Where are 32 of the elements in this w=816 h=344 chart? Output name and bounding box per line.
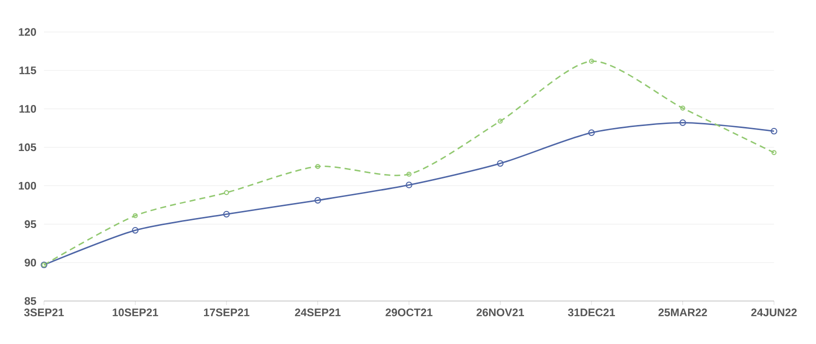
point bbox=[589, 58, 594, 64]
point bbox=[224, 190, 229, 196]
x-tick-label: 3SEP21 bbox=[24, 308, 64, 316]
x-tick-label: 24SEP21 bbox=[294, 308, 341, 316]
point bbox=[496, 160, 504, 167]
point bbox=[772, 150, 776, 156]
point bbox=[223, 210, 230, 218]
x-tick-label: 26NOV21 bbox=[476, 308, 524, 316]
x-tick-label: 31DEC21 bbox=[568, 308, 615, 316]
point bbox=[406, 182, 412, 188]
y-tick-label: 90 bbox=[24, 258, 36, 266]
x-tick-label: 10SEP21 bbox=[112, 308, 158, 316]
y-tick-label: 95 bbox=[24, 220, 36, 228]
point bbox=[498, 118, 503, 124]
y-tick-label: 110 bbox=[19, 104, 36, 113]
x-tick-label: 25MAR22 bbox=[658, 308, 707, 316]
point bbox=[314, 197, 322, 204]
point bbox=[679, 119, 686, 126]
point bbox=[588, 129, 595, 136]
y-tick-label: 100 bbox=[18, 182, 36, 190]
point bbox=[132, 227, 139, 234]
y-tick-label: 105 bbox=[18, 143, 36, 152]
x-tick-label: 24JUN22 bbox=[751, 308, 797, 316]
point bbox=[315, 164, 320, 169]
x-tick-label: 17SEP21 bbox=[204, 308, 250, 316]
y-tick-label: 115 bbox=[19, 66, 36, 74]
point bbox=[680, 106, 686, 111]
y-tick-label: 85 bbox=[24, 297, 36, 305]
x-tick-label: 29OCT21 bbox=[386, 308, 432, 316]
point bbox=[406, 172, 412, 177]
point bbox=[132, 213, 138, 218]
y-tick-label: 120 bbox=[18, 28, 36, 36]
